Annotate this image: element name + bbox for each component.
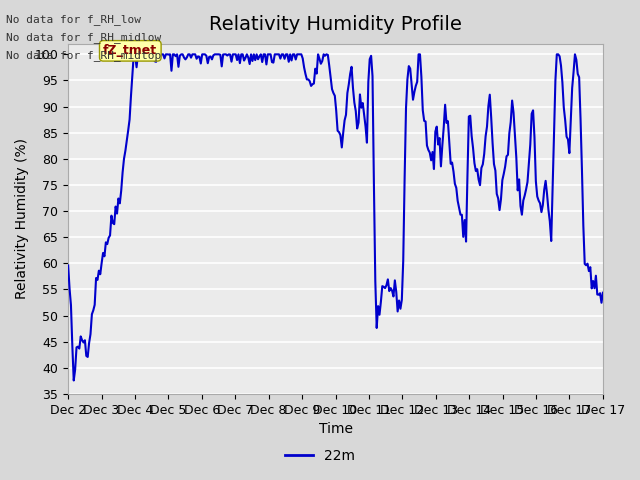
Legend: 22m: 22m bbox=[280, 443, 360, 468]
Text: No data for f_RH_midtop: No data for f_RH_midtop bbox=[6, 50, 162, 61]
X-axis label: Time: Time bbox=[319, 422, 353, 436]
Text: No data for f_RH_midlow: No data for f_RH_midlow bbox=[6, 32, 162, 43]
Text: No data for f_RH_low: No data for f_RH_low bbox=[6, 13, 141, 24]
Title: Relativity Humidity Profile: Relativity Humidity Profile bbox=[209, 15, 462, 34]
Text: fZ_tmet: fZ_tmet bbox=[103, 44, 157, 57]
Y-axis label: Relativity Humidity (%): Relativity Humidity (%) bbox=[15, 138, 29, 300]
